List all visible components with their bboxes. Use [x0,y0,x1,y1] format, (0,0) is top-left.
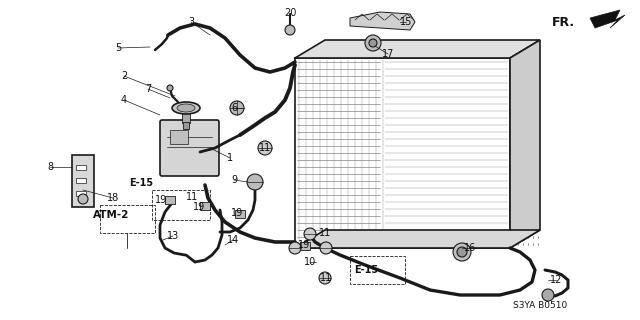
Bar [300,242,310,250]
Bar [165,196,175,204]
Circle shape [542,289,554,301]
Circle shape [369,39,377,47]
Text: 15: 15 [400,17,412,27]
Bar [76,178,86,183]
Bar [183,122,189,129]
Text: 5: 5 [115,43,121,53]
Bar [76,165,86,170]
Circle shape [453,243,471,261]
Text: 19: 19 [231,208,243,218]
Text: 6: 6 [231,103,237,113]
Bar [182,113,190,123]
Circle shape [320,242,332,254]
Text: 4: 4 [121,95,127,105]
Ellipse shape [177,104,195,112]
Bar [200,202,210,210]
Polygon shape [295,230,540,248]
Text: 12: 12 [550,275,562,285]
Text: FR.: FR. [552,17,575,29]
Text: 3: 3 [188,17,194,27]
Bar [235,210,245,218]
Text: 2: 2 [121,71,127,81]
Polygon shape [295,40,540,58]
Polygon shape [510,40,540,248]
Text: 11: 11 [259,143,271,153]
Text: 8: 8 [47,162,53,172]
Text: S3YA B0510: S3YA B0510 [513,300,567,309]
Circle shape [247,174,263,190]
Circle shape [304,228,316,240]
Circle shape [167,85,173,91]
Ellipse shape [172,102,200,114]
Circle shape [285,25,295,35]
Circle shape [457,247,467,257]
Text: 14: 14 [227,235,239,245]
Bar [100,205,155,233]
Polygon shape [350,12,415,30]
Bar [76,191,86,196]
Bar [350,256,405,284]
Circle shape [78,194,88,204]
Text: E-15: E-15 [354,265,378,275]
Text: ATM-2: ATM-2 [93,210,129,220]
Circle shape [289,242,301,254]
Text: 10: 10 [304,257,316,267]
Circle shape [319,272,331,284]
Bar [72,155,94,207]
FancyBboxPatch shape [160,120,219,176]
Text: 18: 18 [107,193,119,203]
Text: 19: 19 [298,240,310,250]
Circle shape [230,101,244,115]
Text: 19: 19 [155,195,167,205]
Text: 11: 11 [320,273,332,283]
Circle shape [365,35,381,51]
Text: 9: 9 [231,175,237,185]
Text: 17: 17 [382,49,394,59]
Bar [152,190,210,220]
Text: 11: 11 [319,228,331,238]
Text: 7: 7 [145,84,151,94]
Text: 11: 11 [186,192,198,202]
Text: 16: 16 [464,243,476,253]
Text: 20: 20 [284,8,296,18]
Polygon shape [590,10,625,28]
Bar [170,130,188,144]
Text: 13: 13 [167,231,179,241]
Text: 1: 1 [227,153,233,163]
Circle shape [258,141,272,155]
Text: 19: 19 [193,202,205,212]
Text: E-15: E-15 [129,178,153,188]
